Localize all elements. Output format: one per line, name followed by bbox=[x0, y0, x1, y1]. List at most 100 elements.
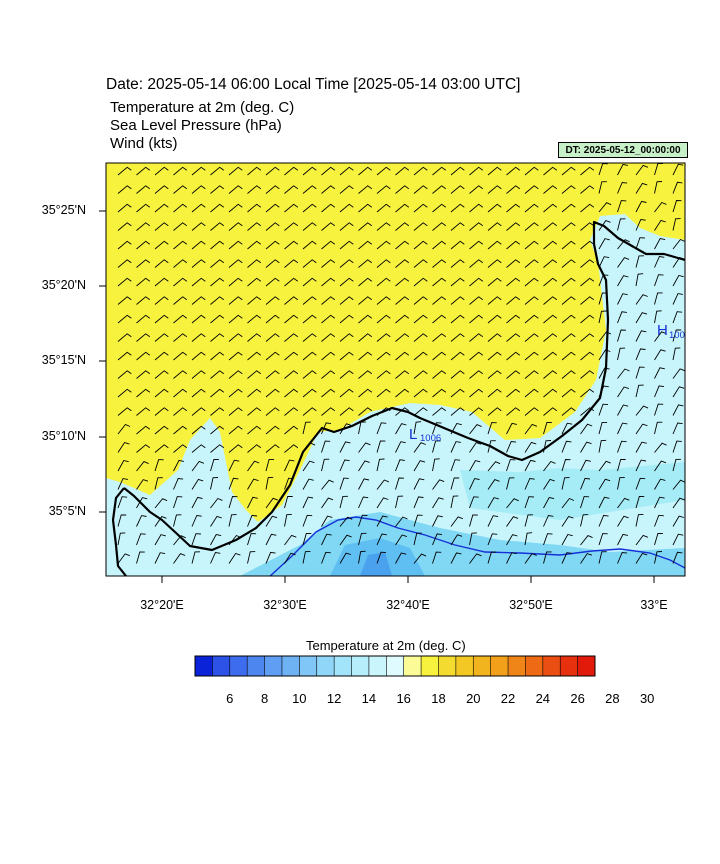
temperature-zone-16 bbox=[460, 462, 685, 520]
wind-barb bbox=[413, 222, 428, 231]
wind-barb bbox=[117, 185, 132, 194]
wind-barb bbox=[487, 370, 502, 379]
lon-label: 32°30'E bbox=[263, 598, 307, 612]
wind-barb bbox=[191, 333, 206, 342]
wind-barb bbox=[284, 370, 299, 379]
wind-barb bbox=[580, 388, 595, 398]
wind-barb bbox=[302, 333, 317, 342]
wind-barb bbox=[339, 459, 350, 472]
wind-barb bbox=[321, 333, 336, 342]
wind-barb bbox=[598, 220, 611, 231]
wind-barb bbox=[154, 459, 164, 472]
wind-barb bbox=[228, 514, 237, 527]
wind-barb bbox=[358, 222, 373, 231]
wind-barb bbox=[302, 388, 317, 398]
wind-barb bbox=[228, 425, 243, 435]
wind-barb bbox=[561, 388, 576, 398]
wind-barb bbox=[136, 296, 151, 305]
wind-barb bbox=[598, 421, 608, 435]
wind-barb bbox=[580, 459, 591, 472]
wind-barb bbox=[228, 459, 240, 472]
wind-barb bbox=[672, 329, 682, 342]
wind-barb bbox=[580, 314, 595, 324]
wind-barb bbox=[524, 296, 539, 305]
wind-barb bbox=[598, 514, 609, 527]
wind-barb bbox=[321, 277, 336, 287]
wind-barb bbox=[265, 515, 278, 527]
wind-barb bbox=[284, 314, 299, 324]
wind-barb bbox=[265, 333, 280, 342]
wind-barb bbox=[191, 203, 206, 213]
wind-barb bbox=[191, 551, 201, 564]
wind-barb bbox=[561, 422, 573, 435]
wind-barb bbox=[247, 460, 260, 472]
wind-barb bbox=[561, 497, 575, 509]
wind-barb bbox=[265, 425, 280, 435]
wind-barb bbox=[173, 296, 188, 305]
lon-label: 32°20'E bbox=[140, 598, 184, 612]
wind-barb bbox=[561, 333, 576, 342]
colorbar-cell bbox=[351, 656, 370, 676]
wind-barb bbox=[635, 513, 644, 527]
colorbar-cell bbox=[473, 656, 491, 676]
wind-barb bbox=[543, 422, 552, 435]
wind-barb bbox=[191, 222, 206, 231]
wind-barb bbox=[654, 237, 666, 250]
wind-barb bbox=[654, 349, 666, 361]
wind-barb bbox=[617, 218, 626, 231]
wind-barb bbox=[635, 182, 648, 194]
wind-barb bbox=[432, 166, 447, 176]
wind-barb bbox=[635, 384, 644, 398]
wind-barb bbox=[265, 185, 280, 194]
wind-barb bbox=[339, 240, 354, 250]
wind-barb bbox=[321, 422, 332, 435]
wind-barb bbox=[654, 403, 664, 416]
wind-barb bbox=[635, 255, 645, 268]
wind-barb bbox=[672, 368, 685, 379]
wind-barb bbox=[376, 166, 391, 176]
wind-barb bbox=[524, 514, 534, 527]
wind-barb bbox=[339, 423, 352, 435]
wind-barb bbox=[580, 553, 593, 564]
wind-barb bbox=[247, 277, 262, 287]
wind-barb bbox=[635, 552, 648, 564]
wind-barb bbox=[247, 407, 262, 416]
wind-barb bbox=[654, 460, 667, 472]
wind-barb bbox=[228, 333, 243, 342]
wind-barb bbox=[654, 478, 666, 490]
wind-barb bbox=[617, 257, 630, 268]
wind-barb bbox=[154, 370, 169, 379]
wind-barb bbox=[284, 407, 299, 416]
wind-barb bbox=[191, 388, 206, 398]
axis-ticks bbox=[99, 210, 655, 583]
wind-barb bbox=[395, 351, 410, 361]
colorbar-label: 6 bbox=[226, 691, 234, 706]
wind-barb bbox=[598, 256, 610, 268]
wind-barb bbox=[469, 478, 480, 490]
wind-barb bbox=[395, 166, 410, 176]
wind-barb bbox=[469, 222, 484, 231]
wind-barb bbox=[617, 163, 628, 176]
wind-barb bbox=[487, 422, 497, 435]
wind-barb bbox=[321, 203, 336, 213]
wind-barb bbox=[450, 222, 465, 231]
wind-barb bbox=[450, 552, 462, 564]
wind-barb bbox=[228, 166, 243, 176]
wind-barb bbox=[672, 551, 683, 564]
wind-barb bbox=[339, 516, 353, 527]
wind-barb bbox=[358, 370, 373, 379]
wind-barb bbox=[154, 296, 169, 305]
wind-barb bbox=[395, 203, 410, 213]
wind-barb bbox=[265, 444, 280, 453]
wind-barb bbox=[117, 553, 130, 564]
wind-barb bbox=[543, 388, 558, 398]
wind-barb bbox=[413, 277, 428, 287]
wind-barb bbox=[672, 533, 684, 546]
wind-barb bbox=[228, 370, 243, 379]
wind-barb bbox=[543, 440, 552, 453]
wind-barb bbox=[506, 422, 517, 435]
wind-barb bbox=[654, 181, 663, 194]
wind-barb bbox=[654, 219, 666, 231]
wind-barb bbox=[561, 407, 576, 416]
